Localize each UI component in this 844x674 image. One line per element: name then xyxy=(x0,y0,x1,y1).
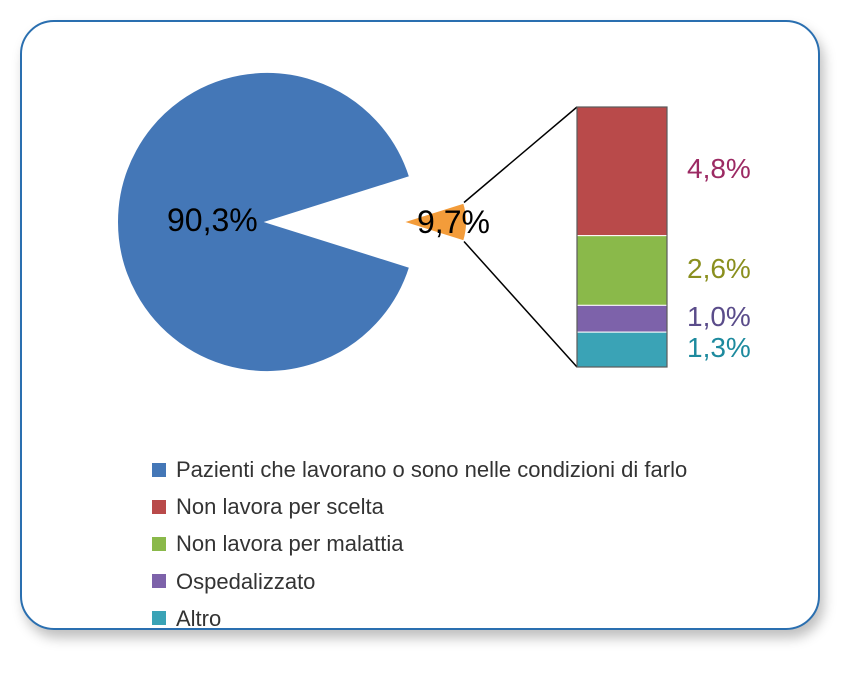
bar-label-0: 4,8% xyxy=(687,153,751,185)
legend-label: Pazienti che lavorano o sono nelle condi… xyxy=(176,452,687,487)
legend-swatch xyxy=(152,500,166,514)
legend-label: Ospedalizzato xyxy=(176,564,315,599)
bar-label-3: 1,3% xyxy=(687,332,751,364)
legend-item: Altro xyxy=(152,601,687,630)
legend-swatch xyxy=(152,463,166,477)
legend-swatch xyxy=(152,574,166,588)
bar-label-2: 1,0% xyxy=(687,301,751,333)
legend-item: Ospedalizzato xyxy=(152,564,687,599)
legend-swatch xyxy=(152,537,166,551)
chart-card: 90,3% 9,7% 4,8% 2,6% 1,0% 1,3% Pazienti … xyxy=(20,20,820,630)
legend-label: Altro xyxy=(176,601,221,630)
pie-main-label: 90,3% xyxy=(167,202,258,239)
legend-label: Non lavora per malattia xyxy=(176,526,403,561)
legend-label: Non lavora per scelta xyxy=(176,489,384,524)
legend: Pazienti che lavorano o sono nelle condi… xyxy=(152,452,687,630)
chart-area: 90,3% 9,7% 4,8% 2,6% 1,0% 1,3% xyxy=(22,22,820,442)
pie-wedge-label: 9,7% xyxy=(417,204,490,241)
legend-item: Non lavora per malattia xyxy=(152,526,687,561)
bar-label-1: 2,6% xyxy=(687,253,751,285)
legend-swatch xyxy=(152,611,166,625)
legend-item: Non lavora per scelta xyxy=(152,489,687,524)
legend-item: Pazienti che lavorano o sono nelle condi… xyxy=(152,452,687,487)
